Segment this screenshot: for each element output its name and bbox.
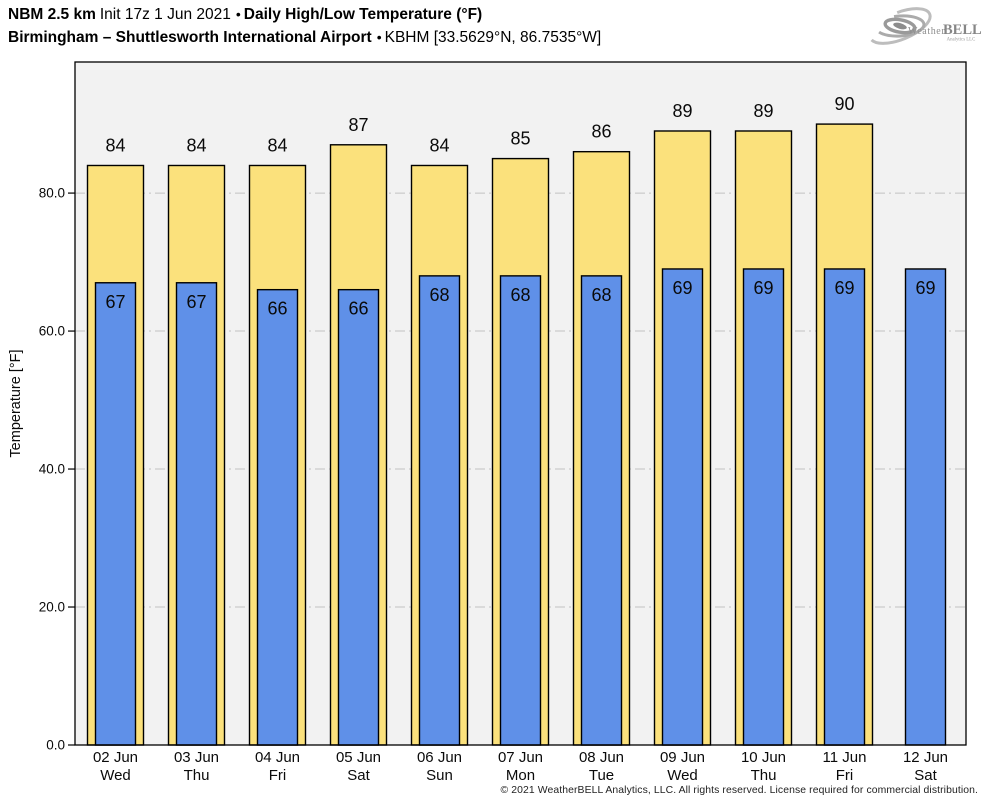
low-value-label: 69	[672, 278, 692, 298]
x-axis-weekday-label: Mon	[506, 767, 535, 784]
title-line-2: Birmingham – Shuttlesworth International…	[8, 26, 605, 49]
station-name: Birmingham – Shuttlesworth International…	[8, 29, 372, 46]
x-axis-weekday-label: Wed	[100, 767, 131, 784]
x-axis-date-label: 06 Jun	[417, 749, 462, 766]
y-axis-title: Temperature [°F]	[8, 349, 24, 457]
x-axis-weekday-label: Fri	[836, 767, 854, 784]
x-axis-date-label: 09 Jun	[660, 749, 705, 766]
plot-border	[74, 61, 967, 746]
copyright-text: © 2021 WeatherBELL Analytics, LLC. All r…	[500, 785, 978, 796]
station-id-coordinates: KBHM [33.5629°N, 86.7535°W]	[384, 29, 602, 46]
low-bar	[742, 268, 785, 746]
x-axis-weekday-label: Wed	[667, 767, 698, 784]
hurricane-spiral-icon	[868, 7, 932, 45]
x-axis-date-label: 07 Jun	[498, 749, 543, 766]
x-axis-date-label: 12 Jun	[903, 749, 948, 766]
low-value-label: 68	[429, 285, 449, 305]
x-axis-weekday-label: Sat	[347, 767, 370, 784]
low-value-label: 69	[753, 278, 773, 298]
init-time: Init 17z 1 Jun 2021	[99, 6, 231, 23]
low-value-label: 67	[105, 292, 125, 312]
x-axis-date-label: 04 Jun	[255, 749, 300, 766]
x-axis-date-label: 11 Jun	[823, 749, 867, 766]
low-bar	[580, 275, 623, 746]
low-bar	[499, 275, 542, 746]
high-value-label: 84	[186, 135, 206, 155]
low-bar	[823, 268, 866, 746]
separator-dot: •	[376, 29, 382, 45]
separator-dot: •	[235, 6, 241, 22]
high-value-label: 87	[348, 115, 368, 135]
low-bar	[418, 275, 461, 746]
x-axis-weekday-label: Tue	[589, 767, 614, 784]
x-axis-date-label: 03 Jun	[174, 749, 219, 766]
logo-subtext: Analytics LLC	[947, 38, 976, 43]
low-bar	[175, 282, 218, 746]
y-tick-label: 20.0	[39, 600, 65, 615]
high-value-label: 85	[510, 129, 530, 149]
low-value-label: 68	[510, 285, 530, 305]
low-bar	[337, 288, 380, 746]
logo-text-bell: BELL	[943, 22, 982, 38]
low-bar	[256, 288, 299, 746]
x-axis-date-label: 02 Jun	[93, 749, 138, 766]
low-bar	[94, 282, 137, 746]
low-value-label: 69	[915, 278, 935, 298]
high-value-label: 84	[105, 135, 125, 155]
y-tick-label: 60.0	[39, 324, 65, 339]
weatherbell-logo: Weather BELL Analytics LLC	[864, 1, 982, 53]
logo-text-weather: Weather	[908, 26, 945, 37]
high-value-label: 84	[267, 135, 287, 155]
model-name: NBM 2.5 km	[8, 6, 96, 23]
high-value-label: 89	[672, 101, 692, 121]
low-value-label: 66	[267, 299, 287, 319]
y-tick-label: 40.0	[39, 462, 65, 477]
high-value-label: 90	[834, 94, 854, 114]
low-value-label: 66	[348, 299, 368, 319]
chart-header: NBM 2.5 km Init 17z 1 Jun 2021 • Daily High…	[8, 3, 605, 49]
x-axis-date-label: 10 Jun	[741, 749, 786, 766]
low-value-label: 69	[834, 278, 854, 298]
x-axis-weekday-label: Thu	[751, 767, 777, 784]
x-axis-weekday-label: Sat	[914, 767, 937, 784]
title-line-1: NBM 2.5 km Init 17z 1 Jun 2021 • Daily High…	[8, 3, 605, 26]
y-tick-label: 80.0	[39, 186, 65, 201]
high-value-label: 89	[753, 101, 773, 121]
high-value-label: 84	[429, 135, 449, 155]
low-value-label: 67	[186, 292, 206, 312]
x-axis-weekday-label: Sun	[426, 767, 453, 784]
low-value-label: 68	[591, 285, 611, 305]
high-value-label: 86	[591, 122, 611, 142]
low-bar	[904, 268, 947, 746]
x-axis-weekday-label: Fri	[269, 767, 287, 784]
y-tick-label: 0.0	[46, 738, 65, 753]
x-axis-date-label: 05 Jun	[336, 749, 381, 766]
x-axis-weekday-label: Thu	[184, 767, 210, 784]
x-axis-date-label: 08 Jun	[579, 749, 624, 766]
low-bar	[661, 268, 704, 746]
product-name: Daily High/Low Temperature (°F)	[243, 6, 483, 23]
